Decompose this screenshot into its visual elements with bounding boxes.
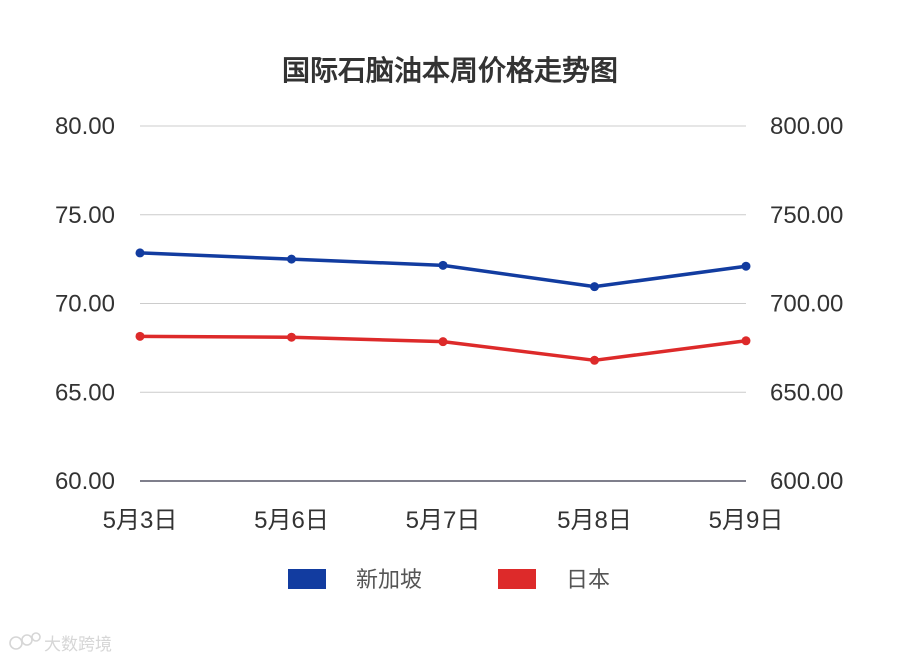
- x-axis-tick-label: 5月7日: [406, 507, 481, 534]
- chart-title: 国际石脑油本周价格走势图: [282, 54, 618, 87]
- right-axis-tick-label: 750.00: [770, 202, 843, 229]
- data-point-series-2: [438, 337, 448, 347]
- data-point-series-1: [287, 254, 296, 264]
- right-axis-tick-label: 800.00: [770, 113, 843, 140]
- left-axis-tick-label: 80.00: [55, 113, 115, 140]
- legend-swatch-1: [288, 569, 326, 589]
- x-axis-ticks: 5月3日 5月6日 5月7日 5月8日 5月9日: [103, 507, 784, 534]
- series-group: [135, 248, 751, 365]
- x-axis-tick-label: 5月6日: [254, 507, 329, 534]
- watermark-text: 大数跨境: [44, 635, 112, 655]
- data-point-series-1: [438, 260, 448, 270]
- left-axis-tick-label: 75.00: [55, 202, 115, 229]
- data-point-series-2: [287, 332, 296, 342]
- left-axis-tick-label: 60.00: [55, 468, 115, 495]
- right-axis-ticks: 800.00 750.00 700.00 650.00 600.00: [770, 113, 843, 495]
- data-point-series-2: [741, 336, 751, 346]
- left-axis-ticks: 80.00 75.00 70.00 65.00 60.00: [55, 113, 115, 495]
- left-axis-tick-label: 65.00: [55, 379, 115, 406]
- right-axis-tick-label: 650.00: [770, 379, 843, 406]
- data-point-series-2: [590, 355, 599, 365]
- legend-label-2: 日本: [566, 568, 610, 593]
- data-point-series-1: [590, 282, 599, 292]
- watermark: 大数跨境: [9, 632, 112, 655]
- right-axis-tick-label: 600.00: [770, 468, 843, 495]
- watermark-logo-icon: [9, 632, 41, 650]
- data-point-series-1: [135, 248, 145, 258]
- left-axis-tick-label: 70.00: [55, 291, 115, 318]
- right-axis-tick-label: 700.00: [770, 291, 843, 318]
- x-axis-tick-label: 5月3日: [103, 507, 178, 534]
- data-point-series-1: [741, 261, 751, 271]
- legend: 新加坡 日本: [288, 568, 610, 593]
- legend-label-1: 新加坡: [356, 568, 422, 593]
- legend-swatch-2: [498, 569, 536, 589]
- grid-lines: [140, 125, 746, 482]
- x-axis-tick-label: 5月8日: [557, 507, 632, 534]
- x-axis-tick-label: 5月9日: [709, 507, 784, 534]
- data-point-series-2: [135, 331, 145, 341]
